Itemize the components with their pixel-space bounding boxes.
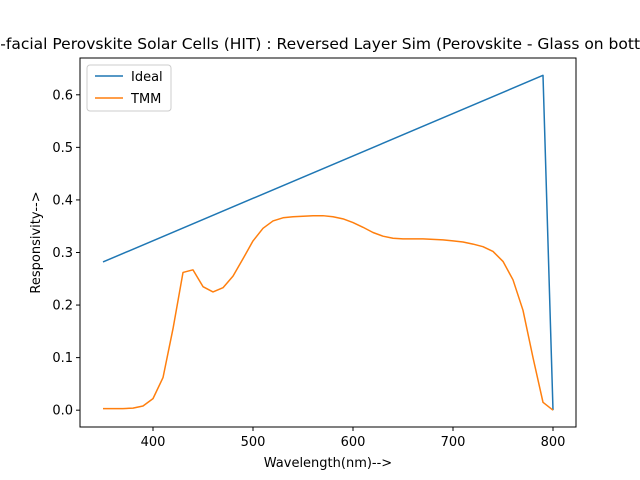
legend-label-ideal: Ideal: [131, 70, 163, 85]
axes-frame: [79, 57, 577, 428]
series-line-ideal: [102, 74, 554, 411]
x-tick-label: 500: [241, 435, 266, 450]
x-tick-label: 400: [141, 435, 166, 450]
x-tick-label: 700: [441, 435, 466, 450]
y-axis-label: Responsivity-->: [29, 191, 44, 293]
y-tick-label: 0.5: [52, 141, 73, 156]
y-tick-label: 0.1: [52, 351, 73, 366]
y-tick-label: 0.0: [52, 404, 73, 419]
x-axis: 400 500 600 700 800: [141, 427, 566, 450]
chart-title: Bi-facial Perovskite Solar Cells (HIT) :…: [0, 35, 640, 53]
series-line-tmm: [103, 214, 554, 411]
legend: Ideal TMM: [86, 64, 172, 112]
legend-label-tmm: TMM: [130, 92, 161, 107]
y-tick-label: 0.2: [52, 299, 73, 314]
series-layer: [102, 74, 554, 411]
x-tick-label: 800: [541, 435, 566, 450]
y-axis: 0.0 0.1 0.2 0.3 0.4 0.5 0.6: [52, 88, 80, 419]
x-tick-label: 600: [341, 435, 366, 450]
y-tick-label: 0.6: [52, 88, 73, 103]
x-axis-label: Wavelength(nm)-->: [264, 456, 392, 471]
y-tick-label: 0.4: [52, 193, 73, 208]
y-tick-label: 0.3: [52, 246, 73, 261]
